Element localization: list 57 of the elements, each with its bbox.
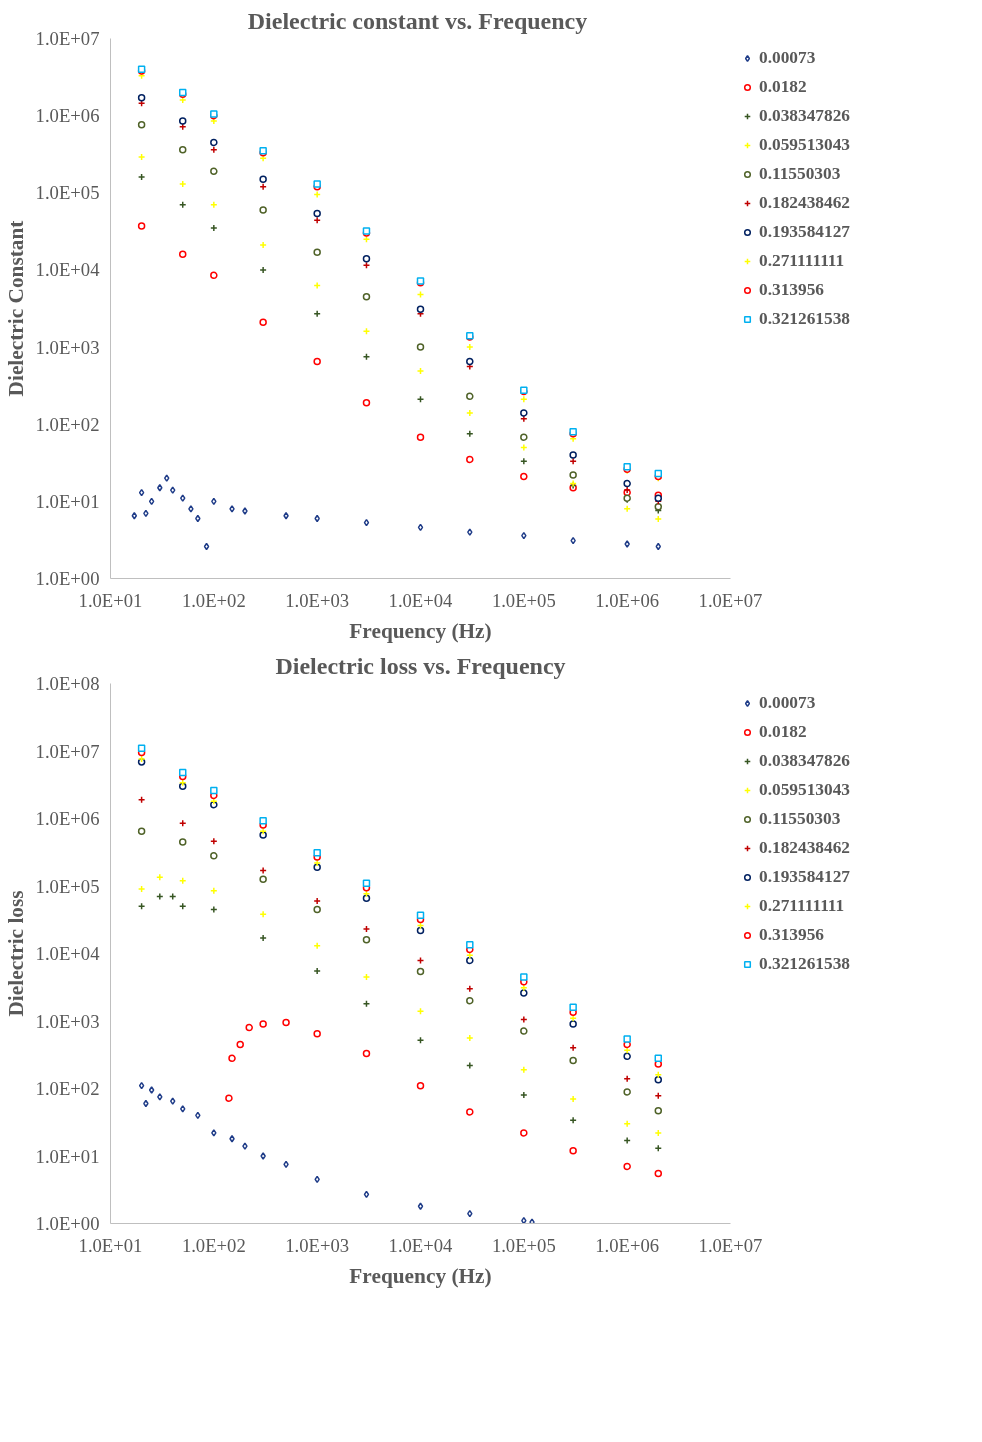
x-tick-label: 1.0E+05 xyxy=(491,1234,556,1256)
legend-label: 0.038347826 xyxy=(759,106,850,126)
y-tick-label: 1.0E+02 xyxy=(35,1078,100,1099)
x-axis-title: Frequency (Hz) xyxy=(349,618,492,643)
x-tick-label: 1.0E+07 xyxy=(698,589,763,611)
y-tick-label: 1.0E+06 xyxy=(35,808,100,829)
legend-label: 0.313956 xyxy=(759,280,824,300)
legend-label: 0.271111111 xyxy=(759,896,845,916)
x-tick-label: 1.0E+04 xyxy=(388,589,454,611)
y-tick-label: 1.0E+04 xyxy=(35,943,101,964)
x-tick-label: 1.0E+06 xyxy=(595,1234,660,1256)
legend-label: 0.313956 xyxy=(759,925,824,945)
y-tick-label: 1.0E+06 xyxy=(35,105,100,127)
x-tick-label: 1.0E+03 xyxy=(285,589,350,611)
y-tick-label: 1.0E+03 xyxy=(35,1010,100,1032)
legend-label: 0.193584127 xyxy=(759,222,850,242)
legend-label: 0.0182 xyxy=(759,722,807,742)
x-tick-label: 1.0E+02 xyxy=(181,1234,246,1256)
legend-label: 0.038347826 xyxy=(759,751,850,771)
legend-label: 0.059513043 xyxy=(759,780,850,800)
chart-title: Dielectric constant vs. Frequency xyxy=(247,7,588,34)
y-tick-label: 1.0E+07 xyxy=(35,740,100,762)
y-axis-title: Dielectric loss xyxy=(3,890,28,1017)
legend-label: 0.182438462 xyxy=(759,838,850,858)
chart-title: Dielectric loss vs. Frequency xyxy=(275,652,566,679)
y-axis-title: Dielectric Constant xyxy=(3,219,28,397)
legend-label: 0.193584127 xyxy=(759,867,850,887)
legend-label: 0.321261538 xyxy=(759,309,850,329)
legend-label: 0.11550303 xyxy=(759,164,841,184)
y-tick-label: 1.0E+05 xyxy=(35,182,100,204)
y-tick-label: 1.0E+01 xyxy=(35,1145,100,1167)
legend-label: 0.321261538 xyxy=(759,954,850,974)
x-tick-label: 1.0E+03 xyxy=(285,1234,350,1256)
y-tick-label: 1.0E+00 xyxy=(35,1213,100,1234)
legend-label: 0.059513043 xyxy=(759,135,850,155)
x-tick-label: 1.0E+02 xyxy=(181,589,246,611)
x-tick-label: 1.0E+04 xyxy=(388,1234,454,1256)
legend-label: 0.182438462 xyxy=(759,193,850,213)
legend-label: 0.271111111 xyxy=(759,251,845,271)
legend-label: 0.11550303 xyxy=(759,809,841,829)
x-tick-label: 1.0E+01 xyxy=(78,1234,143,1256)
y-tick-label: 1.0E+05 xyxy=(35,875,100,897)
legend-label: 0.00073 xyxy=(759,48,816,68)
y-tick-label: 1.0E+02 xyxy=(35,413,100,435)
x-tick-label: 1.0E+07 xyxy=(698,1234,763,1256)
y-tick-label: 1.0E+08 xyxy=(35,673,100,694)
x-tick-label: 1.0E+01 xyxy=(78,589,143,611)
x-axis-title: Frequency (Hz) xyxy=(349,1263,492,1288)
x-tick-label: 1.0E+06 xyxy=(595,589,660,611)
y-tick-label: 1.0E+01 xyxy=(35,490,100,512)
x-tick-label: 1.0E+05 xyxy=(491,589,556,611)
y-tick-label: 1.0E+00 xyxy=(35,568,100,589)
legend-label: 0.0182 xyxy=(759,77,807,97)
legend-label: 0.00073 xyxy=(759,693,816,713)
y-tick-label: 1.0E+03 xyxy=(35,336,100,358)
y-tick-label: 1.0E+04 xyxy=(35,259,101,281)
y-tick-label: 1.0E+07 xyxy=(35,28,100,49)
